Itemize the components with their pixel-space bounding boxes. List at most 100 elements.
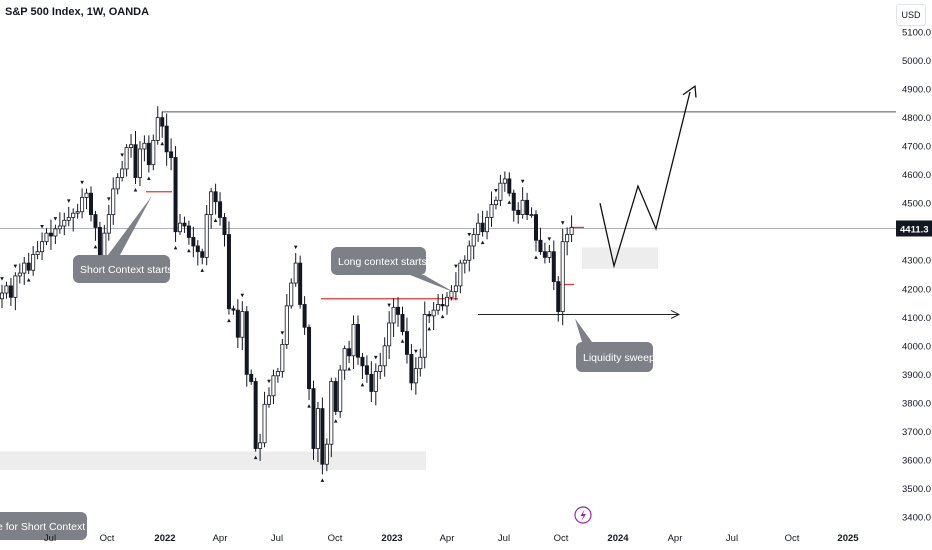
bear-candle — [302, 304, 307, 328]
currency-button[interactable]: USD — [896, 4, 926, 26]
bear-candle — [347, 348, 352, 357]
callout-box — [0, 512, 87, 540]
bull-candle — [436, 304, 441, 311]
callout-label: Liquidity sweep — [583, 352, 655, 364]
y-tick-label: 4100.0 — [902, 313, 931, 324]
bear-candle — [525, 199, 530, 215]
bull-candle — [462, 259, 467, 264]
demand-zone — [0, 451, 426, 470]
bear-candle — [200, 251, 205, 258]
bull-candle — [329, 381, 334, 445]
bull-candle — [120, 168, 125, 178]
fractal-marker — [147, 176, 151, 181]
callout-box — [331, 247, 426, 275]
fractal-marker — [293, 245, 298, 250]
y-tick-label: 4500.0 — [902, 199, 931, 210]
y-tick-label: 4900.0 — [902, 85, 931, 96]
fractal-marker — [227, 318, 231, 323]
x-tick-label: Jul — [498, 533, 510, 544]
bull-candle — [75, 211, 80, 214]
bear-candle — [89, 192, 94, 215]
bear-candle — [404, 331, 409, 355]
fractal-marker — [133, 188, 138, 192]
bear-candle — [538, 239, 543, 253]
bull-candle — [258, 442, 263, 449]
bear-candle — [298, 262, 303, 305]
x-tick-label: Apr — [213, 533, 228, 544]
bull-candle — [569, 227, 574, 235]
y-tick-label: 3800.0 — [902, 398, 931, 409]
bull-candle — [31, 254, 36, 271]
bear-candle — [182, 222, 187, 227]
fractal-marker — [200, 268, 205, 272]
fractal-marker — [480, 240, 485, 245]
bull-candle — [137, 148, 142, 178]
bear-candle — [440, 304, 445, 307]
bull-candle — [271, 375, 276, 397]
fractal-marker — [160, 141, 164, 146]
bull-candle — [315, 408, 320, 449]
fractal-marker — [427, 326, 431, 331]
bear-candle — [226, 234, 231, 310]
y-tick-label: 3500.0 — [902, 484, 931, 495]
y-tick-label: 4800.0 — [902, 113, 931, 124]
bull-candle — [502, 178, 507, 184]
callout-label: Short Context starts — [80, 264, 173, 276]
markers-layer — [0, 141, 565, 482]
bear-candle — [244, 311, 249, 375]
bull-candle — [84, 192, 89, 198]
x-tick-label: Oct — [328, 533, 343, 544]
bull-candle — [62, 219, 67, 227]
bear-candle — [355, 324, 360, 358]
fractal-marker — [307, 404, 311, 408]
bull-candle — [293, 262, 298, 284]
lightning-icon[interactable] — [574, 506, 592, 524]
bull-candle — [53, 228, 58, 237]
y-tick-label: 4600.0 — [902, 170, 931, 181]
bull-candle — [66, 217, 71, 221]
callouts-layer: Short Context starts Long context starts L… — [0, 195, 655, 540]
bull-candle — [449, 291, 454, 298]
bear-candle — [364, 365, 369, 375]
callout-pointer — [410, 275, 455, 293]
time-axis: Jul Oct 2022 Apr Jul Oct 2023 Apr Jul Oct 2024 Apr J… — [44, 533, 859, 544]
bull-candle — [240, 311, 245, 338]
x-tick-label: Apr — [668, 533, 683, 544]
bear-candle — [427, 314, 432, 317]
fractal-marker — [560, 221, 565, 225]
fractal-marker — [494, 189, 498, 193]
bear-candle — [48, 232, 53, 237]
projection-path — [599, 91, 691, 269]
price-axis: 3400.0 3500.0 3600.0 3700.0 3800.0 3900.0 4000… — [896, 28, 932, 524]
bear-candle — [400, 314, 405, 332]
bull-candle — [476, 222, 481, 235]
fractal-marker — [534, 255, 538, 259]
bull-candle — [106, 214, 111, 234]
bull-candle — [262, 403, 267, 444]
bull-candle — [17, 272, 22, 277]
y-tick-label: 4200.0 — [902, 284, 931, 295]
bull-candle — [35, 251, 40, 255]
projection-layer — [599, 85, 697, 269]
bear-candle — [480, 222, 485, 233]
bull-candle — [338, 369, 343, 412]
bear-candle — [195, 245, 200, 253]
bull-candle — [382, 345, 387, 367]
x-tick-label: Jul — [44, 533, 56, 544]
bear-candle — [307, 326, 312, 390]
fractal-marker — [240, 293, 245, 298]
bear-candle — [311, 388, 316, 449]
bull-candle — [565, 234, 570, 243]
fractal-marker — [0, 277, 4, 281]
x-tick-label: Oct — [785, 533, 800, 544]
bull-candle — [115, 177, 120, 190]
levels-layer — [0, 111, 896, 319]
fractal-marker — [107, 197, 111, 201]
fractal-marker — [374, 355, 378, 360]
bear-candle — [26, 262, 31, 271]
bull-candle — [391, 306, 396, 324]
bear-candle — [146, 142, 151, 166]
x-tick-label: 2023 — [381, 533, 402, 544]
bull-candle — [204, 214, 209, 258]
